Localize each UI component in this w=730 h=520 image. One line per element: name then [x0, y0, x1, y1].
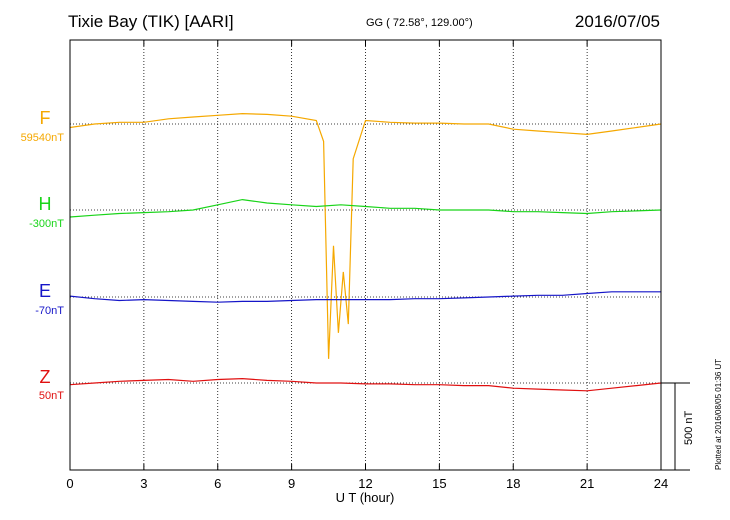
baseline-label-f: 59540nT: [20, 132, 64, 144]
component-label-z: Z: [39, 367, 51, 387]
x-tick-label: 3: [140, 476, 147, 491]
x-tick-label: 12: [358, 476, 372, 491]
plotted-timestamp: Plotted at 2016/08/05 01:36 UT: [714, 358, 723, 470]
x-tick-label: 0: [66, 476, 73, 491]
plot-frame: [69, 39, 662, 471]
component-label-e: E: [38, 281, 51, 301]
series-line-f: [69, 112, 662, 359]
series-line-h: [69, 198, 662, 218]
scale-bar-label: 500 nT: [683, 410, 695, 445]
x-tick-label: 21: [580, 476, 594, 491]
baseline-label-z: 50nT: [38, 390, 64, 402]
x-tick-label: 15: [432, 476, 446, 491]
x-tick-label: 6: [214, 476, 221, 491]
x-axis-label: U T (hour): [335, 490, 395, 505]
baseline-label-h: -300nT: [29, 218, 64, 230]
station-title: Tixie Bay (TIK) [AARI]: [68, 12, 234, 31]
x-tick-label: 18: [506, 476, 520, 491]
x-tick-label: 24: [654, 476, 668, 491]
component-label-f: F: [39, 108, 51, 128]
scale-bar: [661, 382, 690, 471]
series-line-e: [69, 291, 661, 303]
series-line-z: [69, 377, 662, 392]
station-coordinates: GG ( 72.58°, 129.00°): [366, 17, 473, 29]
baseline-label-e: -70nT: [35, 305, 64, 317]
component-label-h: H: [38, 194, 52, 214]
chart-date: 2016/07/05: [574, 12, 660, 31]
x-tick-label: 9: [288, 476, 295, 491]
